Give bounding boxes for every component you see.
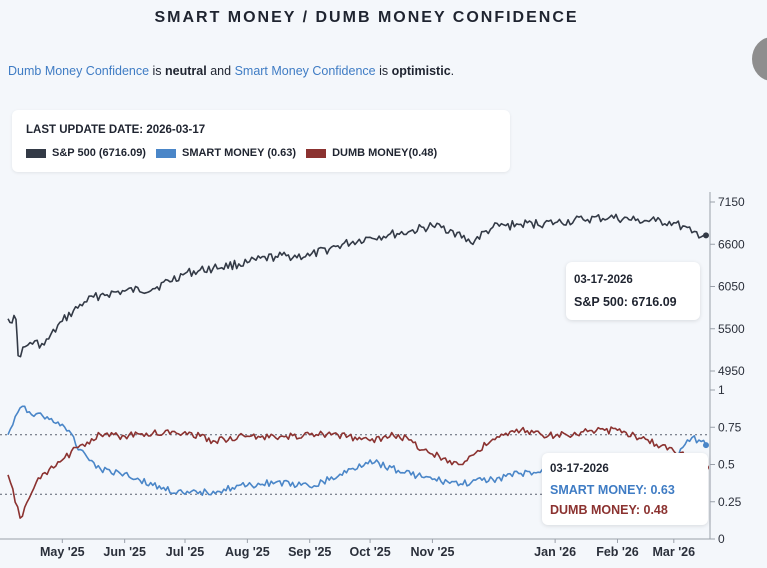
- confidence-y-tick-label: 0: [718, 532, 725, 546]
- confidence-tooltip: 03-17-2026 SMART MONEY: 0.63 DUMB MONEY:…: [542, 453, 708, 525]
- sp500-y-tick-label: 7150: [718, 195, 745, 209]
- legend-swatch-smart-money: [155, 148, 176, 158]
- smart-money-tooltip-value: SMART MONEY: 0.63: [550, 483, 675, 497]
- x-tick-label: Feb '26: [596, 545, 639, 559]
- confidence-y-tick-label: 1: [718, 383, 725, 397]
- legend-item-sp500[interactable]: S&P 500 (6716.09): [26, 147, 146, 159]
- sp500-end-point: [702, 232, 709, 239]
- confidence-y-tick-label: 0.25: [718, 495, 742, 509]
- sp500-series-line: [7, 213, 707, 358]
- sp500-tooltip-value: S&P 500: 6716.09: [574, 295, 677, 309]
- legend-box: LAST UPDATE DATE: 2026-03-17 S&P 500 (67…: [12, 110, 510, 172]
- dumb-money-tooltip-value: DUMB MONEY: 0.48: [550, 503, 668, 517]
- summary-text: is: [152, 64, 162, 78]
- sp500-y-tick-label: 6600: [718, 237, 745, 251]
- legend-label-smart-money: SMART MONEY (0.63): [181, 147, 297, 159]
- last-update-date: LAST UPDATE DATE: 2026-03-17: [26, 124, 206, 136]
- x-tick-label: Mar '26: [653, 545, 696, 559]
- dumb-money-link[interactable]: Dumb Money Confidence: [8, 64, 150, 78]
- x-tick-label: May '25: [40, 545, 85, 559]
- sp500-tooltip: 03-17-2026 S&P 500: 6716.09: [566, 262, 700, 320]
- confidence-tooltip-date: 03-17-2026: [550, 463, 609, 475]
- sentiment-summary: Dumb Money Confidence is neutral and Sma…: [8, 64, 454, 78]
- chart-title: SMART MONEY / DUMB MONEY CONFIDENCE: [154, 9, 579, 26]
- x-tick-label: Aug '25: [225, 545, 270, 559]
- legend-item-dumb-money[interactable]: DUMB MONEY(0.48): [306, 147, 437, 159]
- summary-text: and: [210, 64, 232, 78]
- smart-money-end-point: [702, 442, 709, 449]
- legend-swatch-sp500: [26, 148, 46, 158]
- legend-label-dumb-money: DUMB MONEY(0.48): [332, 147, 438, 159]
- confidence-y-tick-label: 0.5: [718, 458, 735, 472]
- x-tick-label: Nov '25: [410, 545, 454, 559]
- sp500-y-tick-label: 5500: [718, 322, 745, 336]
- dumb-money-state: neutral: [165, 64, 207, 78]
- x-tick-label: Jun '25: [103, 545, 146, 559]
- x-tick-label: Jul '25: [166, 545, 204, 559]
- summary-text: .: [450, 64, 455, 78]
- confidence-y-tick-label: 0.75: [718, 420, 742, 434]
- scroll-button-edge[interactable]: [752, 37, 767, 81]
- summary-text: is: [379, 64, 389, 78]
- x-tick-label: Oct '25: [349, 545, 390, 559]
- sp500-tooltip-date: 03-17-2026: [574, 274, 633, 286]
- legend-swatch-dumb-money: [306, 148, 327, 158]
- sp500-y-tick-label: 6050: [718, 280, 745, 294]
- sp500-y-tick-label: 4950: [718, 364, 745, 378]
- smart-money-link[interactable]: Smart Money Confidence: [234, 64, 376, 78]
- legend-item-smart-money[interactable]: SMART MONEY (0.63): [155, 147, 297, 159]
- x-tick-label: Sep '25: [288, 545, 331, 559]
- legend-label-sp500: S&P 500 (6716.09): [52, 147, 146, 159]
- smart-money-state: optimistic: [391, 64, 451, 78]
- dumb-money-series-line: [7, 426, 707, 519]
- x-tick-label: Jan '26: [534, 545, 576, 559]
